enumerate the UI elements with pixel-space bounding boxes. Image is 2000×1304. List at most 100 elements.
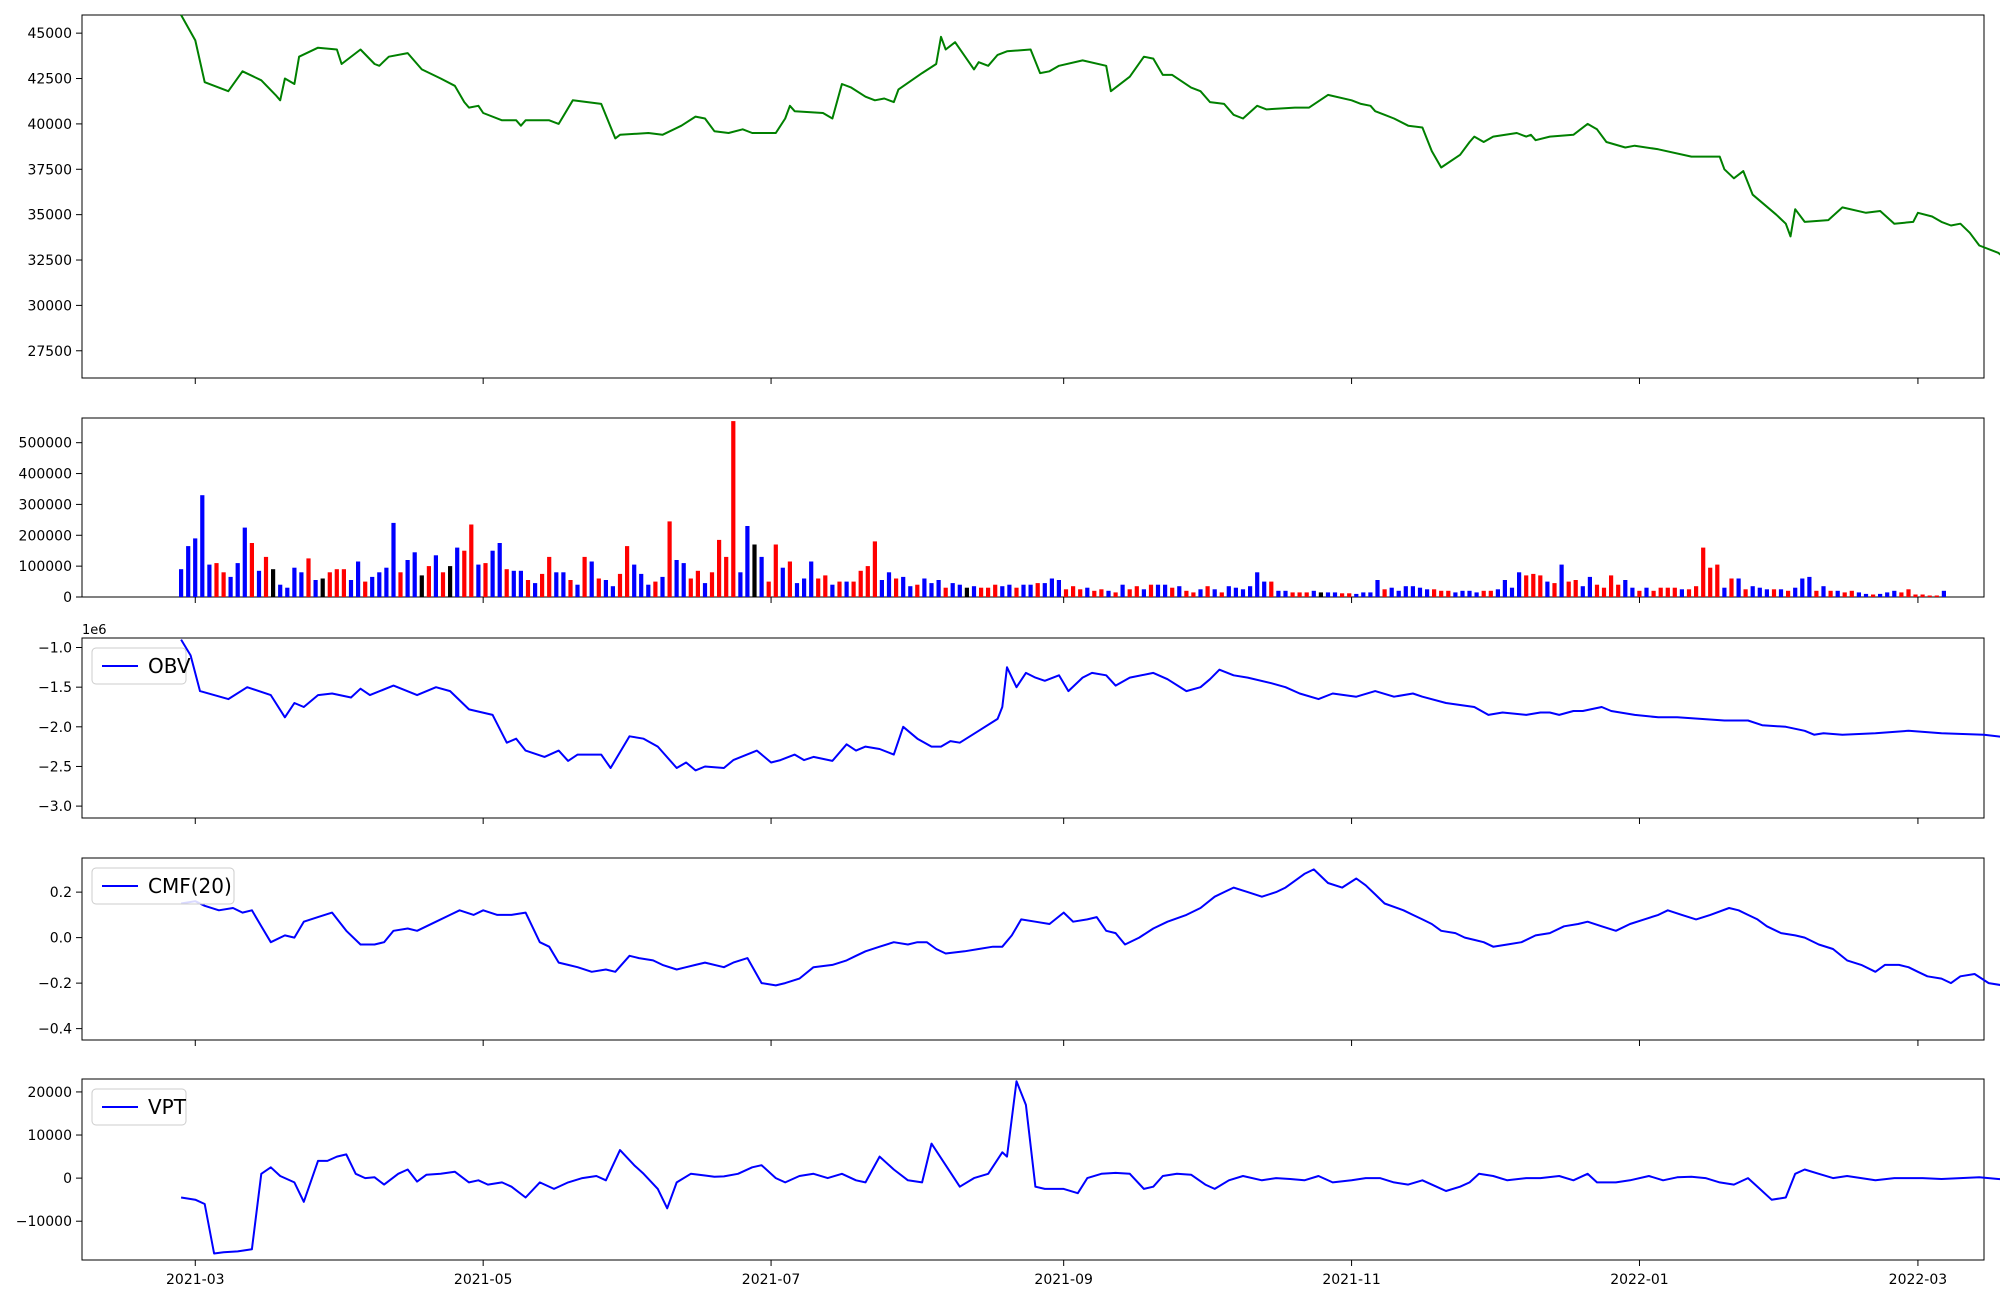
volume-bar xyxy=(1453,592,1458,597)
volume-bar xyxy=(922,578,927,597)
volume-bar xyxy=(306,558,311,597)
volume-bar xyxy=(617,573,623,597)
price-y-tick-label: 37500 xyxy=(27,162,72,178)
volume-bar xyxy=(207,564,212,597)
volume-bar xyxy=(1340,593,1345,597)
volume-bar xyxy=(1113,592,1118,597)
volume-bar xyxy=(426,566,431,597)
volume-bar xyxy=(1637,590,1642,597)
volume-bar xyxy=(1191,592,1196,597)
volume-bar xyxy=(830,584,835,597)
obv-legend-box xyxy=(91,647,187,685)
volume-bar xyxy=(179,569,184,597)
volume-bar xyxy=(1821,586,1826,597)
cmf-y-tick-label: −0.2 xyxy=(38,976,72,992)
volume-bar xyxy=(1750,586,1755,597)
volume-bar xyxy=(674,560,679,597)
volume-bar xyxy=(1460,590,1465,597)
volume-bar xyxy=(1233,587,1238,597)
volume-bar xyxy=(1205,586,1210,597)
volume-bar xyxy=(823,575,828,597)
volume-bar xyxy=(1601,587,1607,597)
volume-bar xyxy=(943,587,948,597)
volume-bar xyxy=(773,544,778,597)
volume-bar xyxy=(1106,590,1111,597)
volume-bar xyxy=(398,572,403,597)
volume-bar xyxy=(1757,587,1762,597)
volume-bar xyxy=(1304,592,1309,597)
volume-bar xyxy=(1141,589,1146,597)
volume-bar xyxy=(1425,589,1430,597)
volume-bar xyxy=(1644,587,1649,597)
volume-bar xyxy=(695,570,700,597)
volume-bar xyxy=(724,556,729,597)
cmf-panel: −0.4 −0.2 0.0 0.2 CMF(20) xyxy=(38,857,2000,1046)
volume-bar xyxy=(263,556,269,597)
volume-bar xyxy=(1085,587,1090,597)
volume-bar xyxy=(1474,592,1479,597)
volume-bar xyxy=(1828,590,1833,597)
x-tick-label: 2022-03 xyxy=(1889,1272,1948,1288)
volume-bar xyxy=(1630,587,1635,597)
volume-bar xyxy=(929,583,934,597)
price-frame xyxy=(81,14,1985,379)
volume-bar xyxy=(1509,587,1515,597)
volume-bar xyxy=(1941,590,1946,597)
volume-bar xyxy=(1609,575,1614,597)
volume-bar xyxy=(1212,589,1217,597)
volume-bar xyxy=(1580,586,1585,597)
volume-bar xyxy=(1708,567,1713,597)
volume-bar xyxy=(851,581,856,597)
volume-bar xyxy=(1545,581,1550,597)
volume-bar xyxy=(313,580,318,597)
volume-bar xyxy=(858,570,863,597)
volume-bar xyxy=(1368,592,1373,597)
volume-bar xyxy=(837,581,842,597)
volume-bar xyxy=(625,546,630,597)
volume-bar xyxy=(575,584,580,597)
price-y-tick-label: 40000 xyxy=(27,117,72,133)
x-tick-label: 2021-07 xyxy=(742,1272,801,1288)
volume-bar xyxy=(1722,587,1727,597)
x-tick-label: 2022-01 xyxy=(1610,1272,1669,1288)
price-y-tick-label: 45000 xyxy=(27,26,72,42)
volume-bar xyxy=(1686,589,1692,597)
price-y-tick-label: 32500 xyxy=(27,253,72,269)
volume-bar xyxy=(1148,584,1154,597)
volume-bar xyxy=(469,524,474,597)
volume-bar xyxy=(299,572,304,597)
volume-bar xyxy=(1184,590,1189,597)
volume-bar xyxy=(256,570,262,597)
volume-bar xyxy=(1389,587,1394,597)
volume-bar xyxy=(1332,592,1338,597)
volume-bar xyxy=(1878,593,1883,597)
volume-bar xyxy=(568,580,573,597)
volume-bar xyxy=(419,575,424,597)
cmf-frame xyxy=(81,857,1985,1041)
volume-bar xyxy=(1042,583,1047,597)
volume-bar xyxy=(1014,587,1019,597)
volume-bar xyxy=(794,583,800,597)
volume-bar xyxy=(341,569,346,597)
volume-bar xyxy=(228,576,233,597)
volume-bar xyxy=(1552,583,1557,597)
volume-bar xyxy=(1467,590,1472,597)
volume-bar xyxy=(1297,592,1302,597)
vpt-y-tick-label: −10000 xyxy=(16,1214,72,1230)
volume-bar xyxy=(1361,592,1366,597)
volume-bar xyxy=(632,564,637,597)
volume-bar xyxy=(1049,578,1054,597)
volume-bar xyxy=(1007,584,1012,597)
volume-bar xyxy=(440,572,446,597)
volume-bar xyxy=(1658,587,1663,597)
x-axis: 2021-03 2021-05 2021-07 2021-09 2021-11 2022-… xyxy=(166,1272,1947,1288)
volume-bar xyxy=(1290,592,1295,597)
volume-bar xyxy=(1927,595,1932,597)
vpt-legend: VPT xyxy=(91,1088,187,1126)
volume-bar xyxy=(327,572,332,597)
volume-bar xyxy=(271,569,276,597)
volume-bar xyxy=(1502,580,1507,597)
volume-bar xyxy=(993,584,998,597)
volume-y-tick-label: 500000 xyxy=(19,436,72,452)
